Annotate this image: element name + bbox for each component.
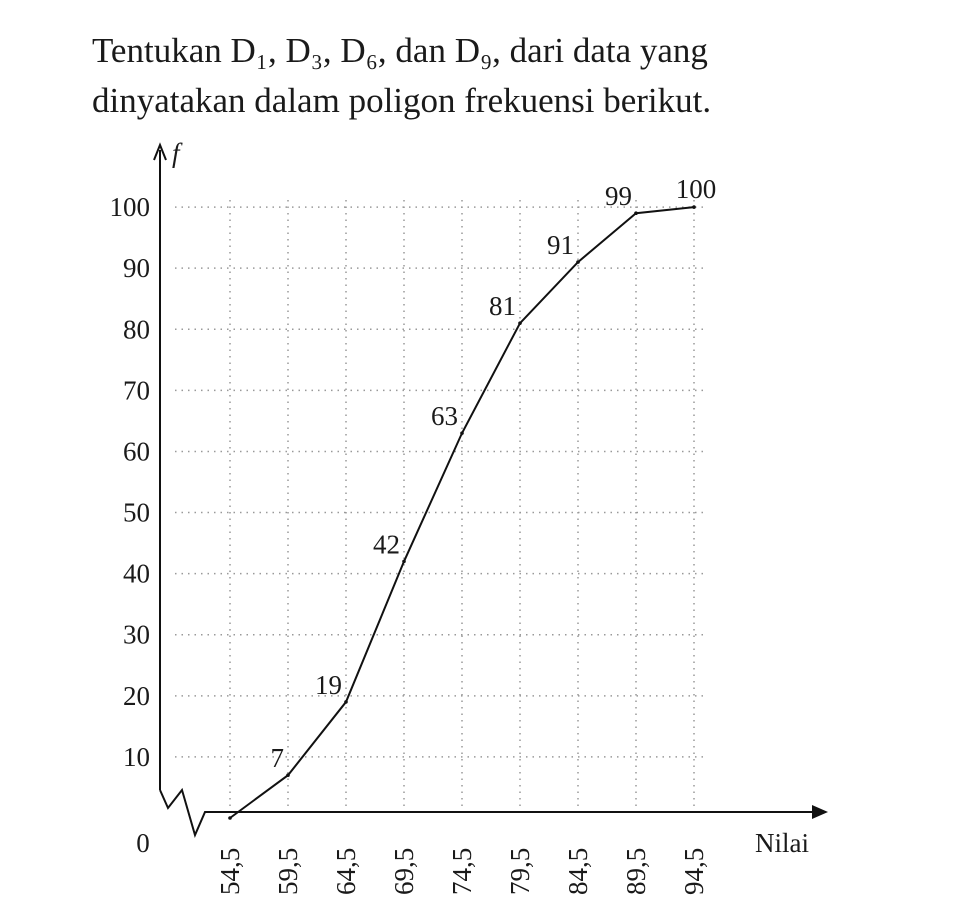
y-axis-arrow [153,142,167,161]
x-axis-arrow [812,805,828,819]
data-label: 91 [547,230,574,260]
x-axis-label: Nilai [755,828,809,858]
data-point [576,260,580,264]
data-point [460,431,464,435]
data-point [692,205,696,209]
y-tick-label: 30 [123,620,150,650]
y-tick-label: 0 [136,828,150,858]
x-tick-label: 59,5 [273,848,303,895]
data-point [634,211,638,215]
data-label: 63 [431,401,458,431]
y-tick-label: 60 [123,436,150,466]
y-tick-label: 70 [123,375,150,405]
x-axis [159,787,815,838]
data-label: 99 [605,181,632,211]
x-tick-label: 94,5 [679,848,709,895]
data-point [228,816,232,820]
y-tick-label: 80 [123,314,150,344]
data-point [518,321,522,325]
data-label: 100 [676,174,717,204]
data-point [344,700,348,704]
data-label: 81 [489,291,516,321]
x-tick-label: 64,5 [331,848,361,895]
data-point [402,559,406,564]
y-tick-label: 100 [110,192,151,222]
y-axis-label: f [172,138,183,168]
question-line-1: Tentukan D₁, D₃, D₆, dan D₉, dari data y… [92,31,708,70]
data-point [286,773,290,778]
y-tick-label: 10 [123,742,150,772]
data-label: 19 [315,670,342,700]
x-tick-label: 69,5 [389,848,419,895]
x-tick-label: 89,5 [621,848,651,895]
x-tick-label: 79,5 [505,848,535,895]
x-tick-label: 74,5 [447,848,477,895]
data-label: 42 [373,529,400,559]
y-tick-label: 40 [123,559,150,589]
x-tick-label: 54,5 [215,848,245,895]
x-tick-label: 84,5 [563,848,593,895]
grid [175,200,705,810]
y-tick-label: 90 [123,253,150,283]
y-tick-label: 50 [123,498,150,528]
question-line-2: dinyatakan dalam poligon frekuensi berik… [92,81,711,120]
data-label: 7 [271,743,285,773]
y-tick-label: 20 [123,681,150,711]
